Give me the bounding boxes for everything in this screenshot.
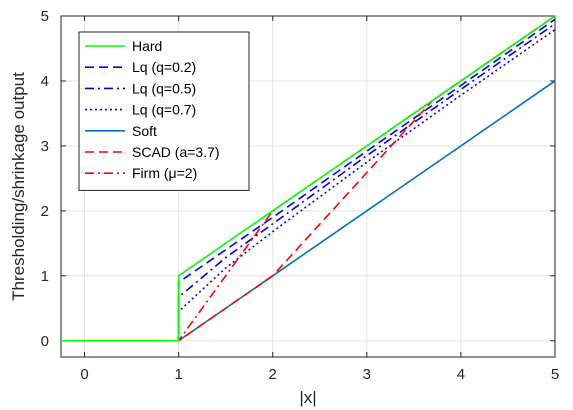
x-tick-label: 4: [457, 366, 465, 383]
y-tick-label: 2: [41, 203, 49, 220]
x-tick-label: 5: [551, 366, 559, 383]
series-line: [61, 15, 556, 342]
y-axis-title: Thresholding/shrinkage output: [9, 72, 28, 301]
legend-label: Lq (q=0.2): [132, 59, 196, 75]
series-line: [61, 28, 556, 342]
x-tick-label: 1: [174, 366, 182, 383]
y-tick-label: 5: [41, 8, 49, 25]
legend-label: Lq (q=0.5): [132, 80, 196, 96]
legend-label: Lq (q=0.7): [132, 102, 196, 118]
legend-label: Hard: [132, 38, 162, 54]
series-line: [61, 23, 556, 342]
plot-area: [60, 15, 556, 358]
legend-label: SCAD (a=3.7): [132, 144, 220, 160]
y-tick-label: 4: [41, 73, 49, 90]
legend-box: [78, 31, 250, 191]
y-tick-label: 1: [41, 268, 49, 285]
legend-label: Soft: [132, 123, 157, 139]
x-tick-label: 0: [80, 366, 88, 383]
x-axis-title: |x|: [299, 388, 316, 407]
legend: Hard Lq (q=0.2) Lq (q=0.5) Lq (q=0.7) Soft SC…: [78, 31, 250, 191]
x-tick-label: 3: [363, 366, 371, 383]
legend-label: Firm (μ=2): [132, 165, 197, 181]
tick-labels: 0 1 2 3 4 5 0 1 2 3 4 5: [41, 8, 560, 383]
y-tick-label: 0: [41, 333, 49, 350]
series-lines: [61, 15, 556, 342]
y-tick-label: 3: [41, 138, 49, 155]
x-tick-label: 2: [269, 366, 277, 383]
